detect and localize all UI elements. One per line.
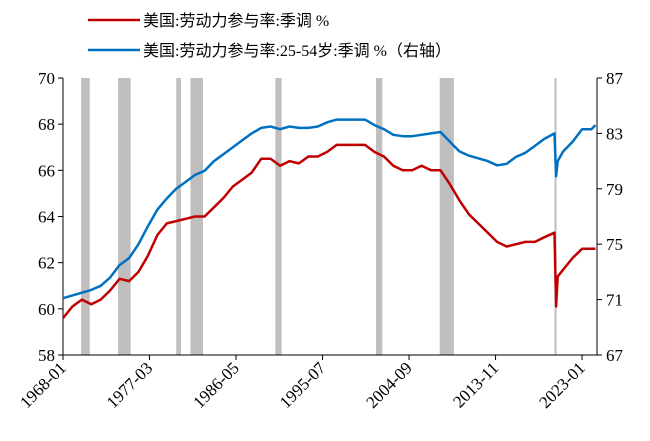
x-tick-label: 2013-11	[449, 358, 502, 411]
y-tick-label: 62	[38, 254, 55, 273]
y2-tick-label: 67	[606, 346, 624, 365]
y2-tick-label: 75	[606, 235, 623, 254]
y2-tick-label: 87	[606, 69, 624, 88]
recession-band	[81, 78, 90, 355]
recession-band	[118, 78, 131, 355]
y-tick-label: 58	[38, 346, 55, 365]
y-tick-label: 60	[38, 300, 55, 319]
line-series	[62, 143, 596, 319]
y2-tick-label: 83	[606, 124, 623, 143]
y-tick-label: 66	[38, 161, 55, 180]
legend-label: 美国:劳动力参与率:季调 %	[143, 12, 329, 30]
y-tick-label: 64	[38, 208, 56, 227]
x-tick-label: 1977-03	[103, 358, 157, 412]
line-series	[62, 118, 597, 300]
y-tick-label: 70	[38, 69, 55, 88]
y-tick-label: 68	[38, 115, 55, 134]
legend-label: 美国:劳动力参与率:25-54岁:季调 %（右轴）	[143, 42, 451, 60]
x-tick-label: 2004-09	[362, 358, 416, 412]
y2-tick-label: 71	[606, 291, 623, 310]
x-tick-label: 1986-05	[189, 358, 243, 412]
recession-band	[275, 78, 282, 355]
x-tick-label: 1968-01	[16, 358, 70, 412]
recession-band	[376, 78, 383, 355]
x-tick-label: 2023-01	[535, 358, 589, 412]
y2-tick-label: 79	[606, 180, 623, 199]
recession-band	[176, 78, 181, 355]
recession-band	[554, 78, 557, 355]
x-tick-label: 1995-07	[276, 358, 330, 412]
recession-band	[439, 78, 454, 355]
